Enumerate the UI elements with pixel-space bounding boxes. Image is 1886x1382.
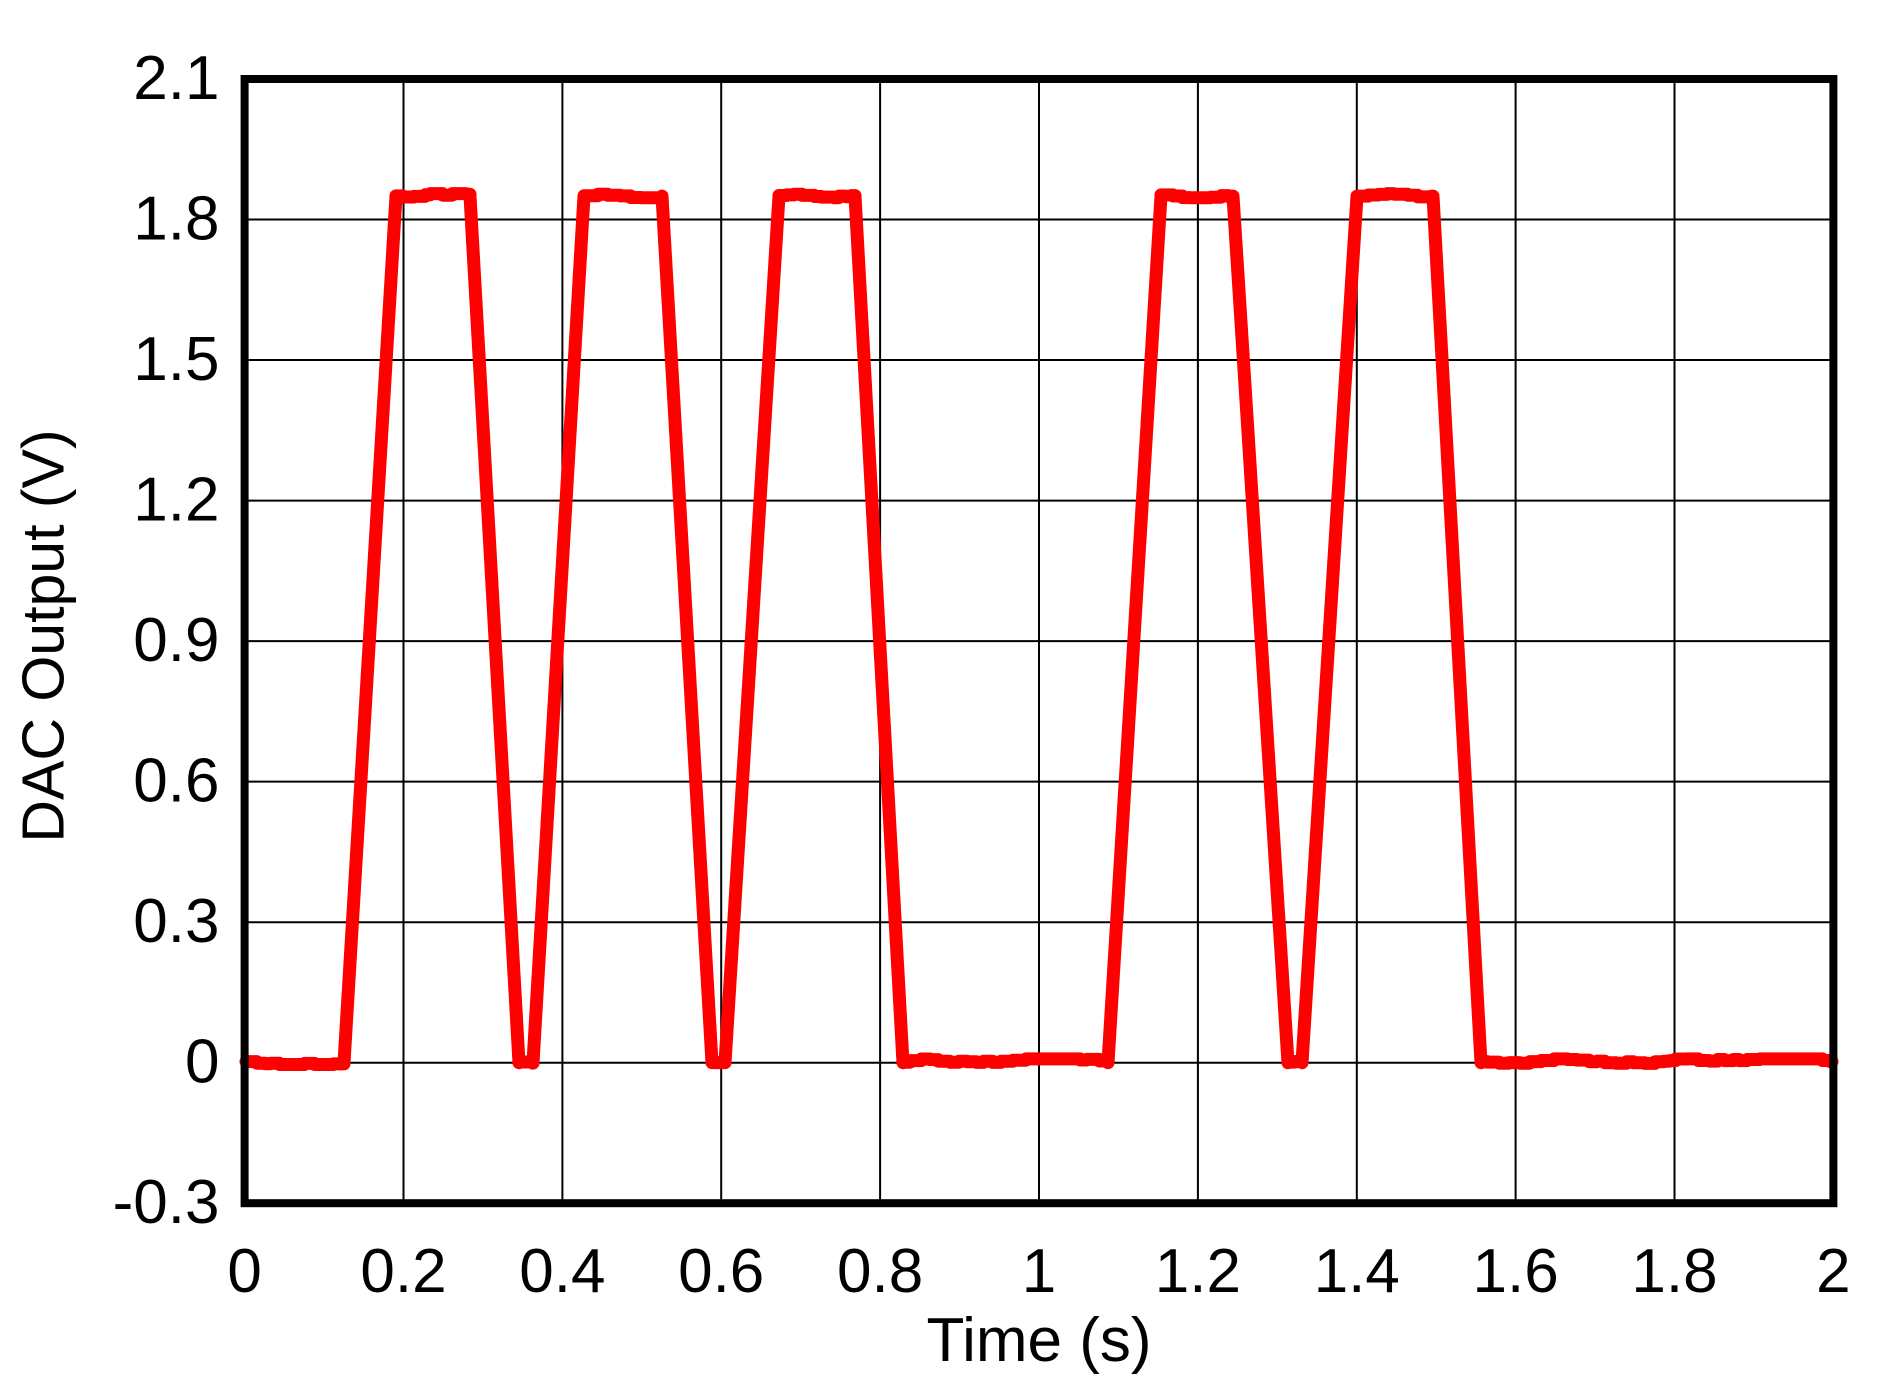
svg-text:1: 1 bbox=[1022, 1237, 1056, 1306]
svg-text:1.4: 1.4 bbox=[1314, 1237, 1400, 1306]
svg-text:0.9: 0.9 bbox=[133, 606, 219, 675]
svg-text:1.5: 1.5 bbox=[133, 325, 219, 394]
svg-text:0: 0 bbox=[227, 1237, 261, 1306]
svg-text:1.8: 1.8 bbox=[133, 185, 219, 254]
svg-text:1.8: 1.8 bbox=[1631, 1237, 1717, 1306]
svg-text:0.4: 0.4 bbox=[519, 1237, 605, 1306]
svg-text:2.1: 2.1 bbox=[133, 44, 219, 113]
svg-text:1.2: 1.2 bbox=[133, 466, 219, 535]
svg-text:-0.3: -0.3 bbox=[113, 1168, 220, 1237]
svg-text:1.6: 1.6 bbox=[1472, 1237, 1558, 1306]
svg-text:2: 2 bbox=[1816, 1237, 1850, 1306]
svg-text:1.2: 1.2 bbox=[1155, 1237, 1241, 1306]
svg-text:0.6: 0.6 bbox=[133, 747, 219, 816]
svg-text:DAC Output (V): DAC Output (V) bbox=[11, 429, 77, 842]
svg-text:Time (s): Time (s) bbox=[927, 1306, 1152, 1375]
svg-text:0.6: 0.6 bbox=[678, 1237, 764, 1306]
svg-text:0.8: 0.8 bbox=[837, 1237, 923, 1306]
svg-text:0.2: 0.2 bbox=[360, 1237, 446, 1306]
svg-text:0.3: 0.3 bbox=[133, 887, 219, 956]
svg-text:0: 0 bbox=[185, 1028, 219, 1097]
